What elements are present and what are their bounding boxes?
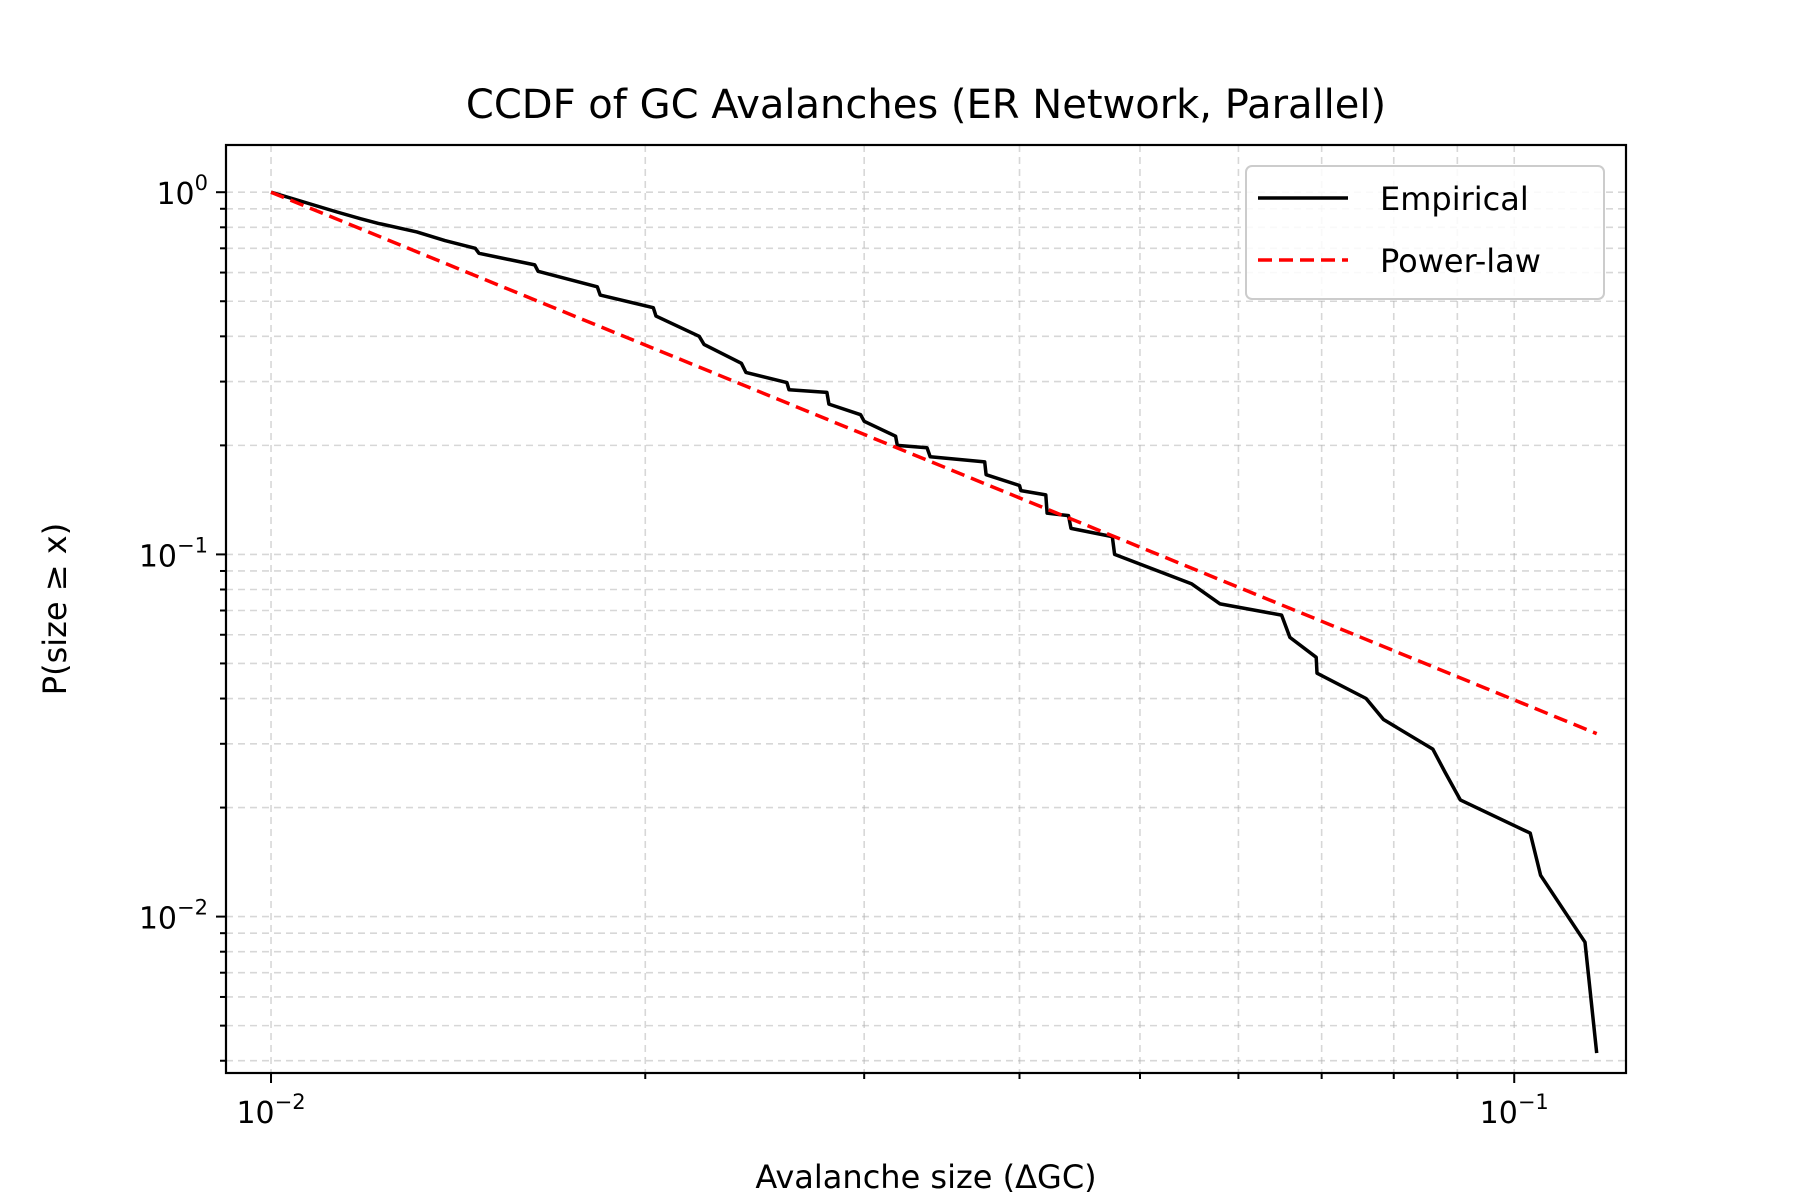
y-tick-label: 100 xyxy=(156,171,208,212)
series-layer xyxy=(270,190,1599,1054)
grid-layer xyxy=(226,145,1626,1073)
x-axis-title: Avalanche size (ΔGC) xyxy=(755,1158,1096,1196)
y-tick-label: 10−1 xyxy=(139,533,208,574)
series-line-empirical xyxy=(270,190,1599,1054)
legend: Empirical Power-law xyxy=(1245,165,1605,300)
y-axis-title: P(size ≥ x) xyxy=(36,523,74,695)
x-tick-label: 10−1 xyxy=(1480,1090,1549,1131)
chart-title: CCDF of GC Avalanches (ER Network, Paral… xyxy=(466,82,1386,128)
y-tick-label: 10−2 xyxy=(139,896,208,937)
tick-layer: 10−2 10−1 100 10−1 10−2 xyxy=(139,171,1549,1131)
series-line-power-law xyxy=(270,190,1598,736)
legend-label-power-law: Power-law xyxy=(1380,242,1541,280)
plot-frame xyxy=(224,143,1628,1075)
legend-label-empirical: Empirical xyxy=(1380,180,1529,218)
x-tick-label: 10−2 xyxy=(236,1090,305,1131)
